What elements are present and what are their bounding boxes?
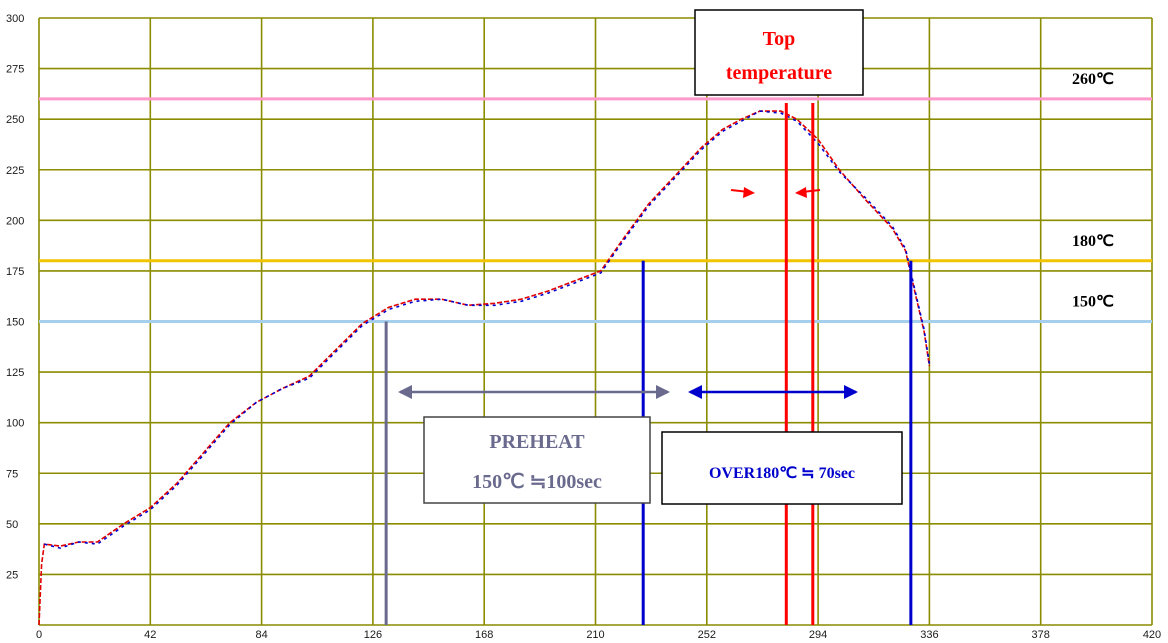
y-tick-label: 125 xyxy=(6,367,24,379)
x-tick-label: 126 xyxy=(364,629,382,641)
x-tick-label: 252 xyxy=(698,629,716,641)
reference-line-label: 260℃ xyxy=(1072,71,1114,88)
peak-pointer-arrows xyxy=(730,187,821,198)
reference-lines: 260℃ 180℃ 150℃ xyxy=(39,71,1152,323)
y-tick-label: 100 xyxy=(6,418,24,430)
x-tick-label: 378 xyxy=(1032,629,1050,641)
preheat-box: PREHEAT 150℃ ≒100sec xyxy=(423,416,651,504)
over180-span-arrow xyxy=(688,385,858,399)
x-tick-label: 210 xyxy=(586,629,604,641)
y-tick-label: 275 xyxy=(6,64,24,76)
tick-labels: 0 42 84 126 168 210 252 294 336 378 420 25 50 75 100 12… xyxy=(6,13,1161,641)
over180-box: OVER180℃ ≒ 70sec xyxy=(661,431,903,505)
y-tick-label: 300 xyxy=(6,13,24,25)
y-tick-label: 225 xyxy=(6,165,24,177)
y-tick-label: 250 xyxy=(6,114,24,126)
top-temperature-line1: Top xyxy=(763,28,796,50)
preheat-duration: 150℃ ≒100sec xyxy=(472,471,602,493)
x-tick-label: 294 xyxy=(809,629,827,641)
reference-line-label: 180℃ xyxy=(1072,233,1114,250)
temperature-series xyxy=(38,110,931,626)
y-tick-label: 200 xyxy=(6,215,24,227)
x-tick-label: 0 xyxy=(36,629,42,641)
y-tick-label: 150 xyxy=(6,317,24,329)
preheat-span-arrow xyxy=(398,385,670,399)
x-tick-label: 84 xyxy=(255,629,267,641)
over180-label: OVER180℃ ≒ 70sec xyxy=(709,465,855,482)
series-line xyxy=(44,110,931,549)
series-line xyxy=(38,110,931,626)
y-tick-label: 75 xyxy=(6,468,18,480)
y-tick-label: 25 xyxy=(6,569,18,581)
x-tick-label: 336 xyxy=(920,629,938,641)
x-tick-label: 42 xyxy=(144,629,156,641)
y-tick-label: 175 xyxy=(6,266,24,278)
top-temperature-line2: temperature xyxy=(726,62,832,84)
x-tick-label: 420 xyxy=(1143,629,1161,641)
reference-line-label: 150℃ xyxy=(1072,294,1114,311)
preheat-label: PREHEAT xyxy=(489,431,585,453)
y-tick-label: 50 xyxy=(6,519,18,531)
top-temperature-box: Top temperature xyxy=(694,9,864,96)
x-tick-label: 168 xyxy=(475,629,493,641)
